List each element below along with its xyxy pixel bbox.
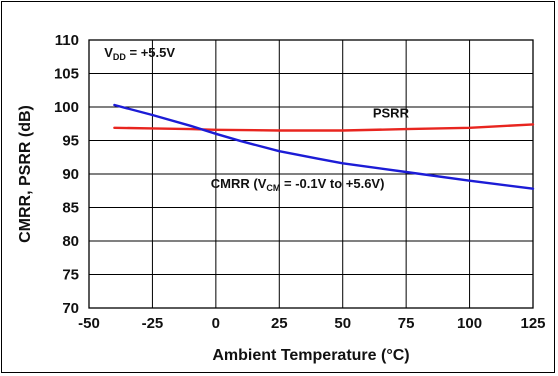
cmrr-label-subscript: CM [266, 183, 280, 193]
x-tick-label: 125 [520, 315, 545, 332]
x-tick-label: -25 [142, 315, 164, 332]
y-tick-label: 110 [55, 32, 79, 49]
plot-area-border [88, 39, 534, 309]
cmrr-label-rest: = -0.1V to +5.6V) [280, 176, 384, 191]
tick-labels: -50 -25 0 25 50 75 100 125 70 75 80 85 90 95 100 105 110 [54, 32, 546, 332]
x-axis-label: Ambient Temperature (°C) [212, 347, 409, 364]
vdd-annotation-main: V [104, 45, 113, 60]
cmrr-label: CMRR (VCM = -0.1V to +5.6V) [211, 176, 385, 193]
y-tick-label: 70 [62, 300, 79, 317]
y-tick-label: 85 [62, 200, 79, 217]
cmrr-series-line [113, 103, 535, 190]
psrr-label: PSRR [373, 106, 410, 121]
x-tick-label: 0 [212, 315, 220, 332]
y-tick-label: 90 [62, 166, 79, 183]
x-tick-label: 100 [457, 315, 482, 332]
vdd-annotation: VDD = +5.5V [104, 45, 175, 62]
y-tick-label: 95 [62, 133, 79, 150]
x-tick-label: -50 [78, 315, 100, 332]
cmrr-label-main: CMRR (V [211, 176, 267, 191]
psrr-series-line [113, 123, 535, 132]
x-tick-label: 50 [334, 315, 351, 332]
y-tick-label: 100 [54, 99, 79, 116]
series-layer [113, 103, 535, 190]
x-tick-label: 75 [398, 315, 415, 332]
vdd-annotation-rest: = +5.5V [126, 45, 175, 60]
y-tick-label: 75 [62, 267, 79, 284]
vdd-annotation-subscript: DD [113, 52, 126, 62]
y-tick-label: 105 [54, 66, 79, 83]
grid-lines [89, 40, 533, 308]
x-tick-label: 25 [271, 315, 288, 332]
y-tick-label: 80 [62, 233, 79, 250]
y-axis-label: CMRR, PSRR (dB) [17, 105, 34, 243]
